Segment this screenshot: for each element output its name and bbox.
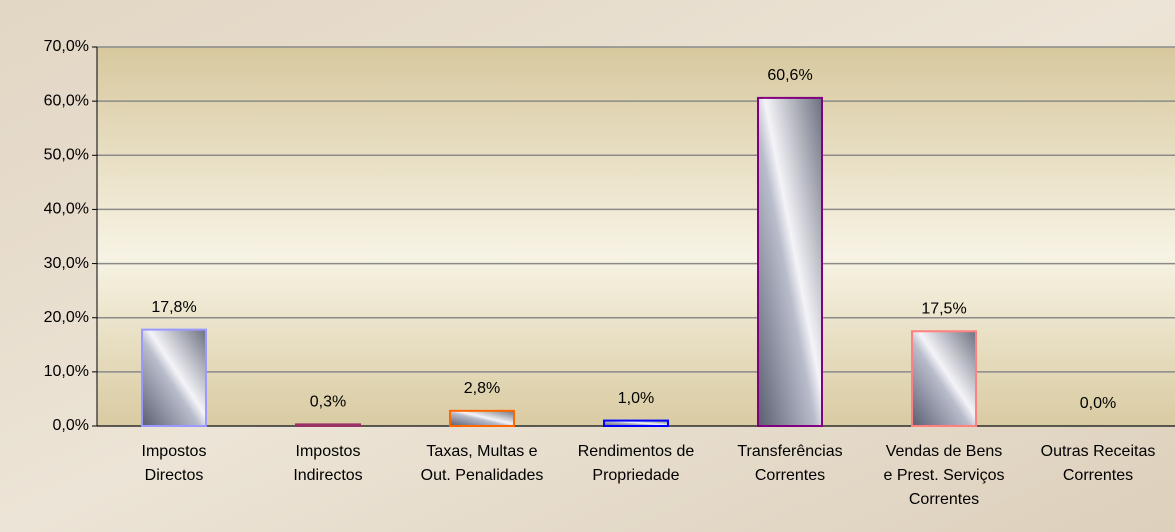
value-label: 17,8% bbox=[151, 299, 196, 316]
x-tick-label: e Prest. Serviços bbox=[884, 467, 1005, 484]
y-tick-label: 10,0% bbox=[44, 363, 89, 380]
value-label: 17,5% bbox=[921, 300, 966, 317]
plot-area bbox=[97, 47, 1175, 426]
x-tick-label: Vendas de Bens bbox=[886, 443, 1003, 460]
x-tick-label: Taxas, Multas e bbox=[426, 443, 537, 460]
y-tick-label: 70,0% bbox=[44, 38, 89, 55]
x-tick-label: Transferências bbox=[737, 443, 842, 460]
bar bbox=[757, 96, 823, 427]
bar bbox=[295, 423, 361, 427]
bar bbox=[141, 328, 207, 427]
bar bbox=[449, 409, 515, 427]
bar bbox=[911, 330, 977, 427]
bar bbox=[603, 419, 669, 428]
value-label: 0,0% bbox=[1080, 395, 1116, 412]
x-tick-label: Outras Receitas bbox=[1041, 443, 1156, 460]
x-tick-label: Correntes bbox=[909, 491, 979, 508]
x-tick-label: Out. Penalidades bbox=[421, 467, 544, 484]
value-label: 0,3% bbox=[310, 394, 346, 411]
x-tick-label: Directos bbox=[145, 467, 204, 484]
y-tick-label: 20,0% bbox=[44, 309, 89, 326]
value-label: 2,8% bbox=[464, 380, 500, 397]
x-tick-label: Impostos bbox=[296, 443, 361, 460]
x-tick-label: Propriedade bbox=[592, 467, 679, 484]
value-label: 60,6% bbox=[767, 67, 812, 84]
x-tick-label: Indirectos bbox=[293, 467, 362, 484]
x-tick-label: Correntes bbox=[1063, 467, 1133, 484]
y-tick-label: 50,0% bbox=[44, 147, 89, 164]
x-tick-label: Correntes bbox=[755, 467, 825, 484]
x-tick-label: Rendimentos de bbox=[578, 443, 695, 460]
y-tick-label: 30,0% bbox=[44, 255, 89, 272]
y-tick-label: 40,0% bbox=[44, 201, 89, 218]
y-tick-label: 60,0% bbox=[44, 92, 89, 109]
y-tick-label: 0,0% bbox=[53, 417, 89, 434]
x-tick-label: Impostos bbox=[142, 443, 207, 460]
value-label: 1,0% bbox=[618, 390, 654, 407]
